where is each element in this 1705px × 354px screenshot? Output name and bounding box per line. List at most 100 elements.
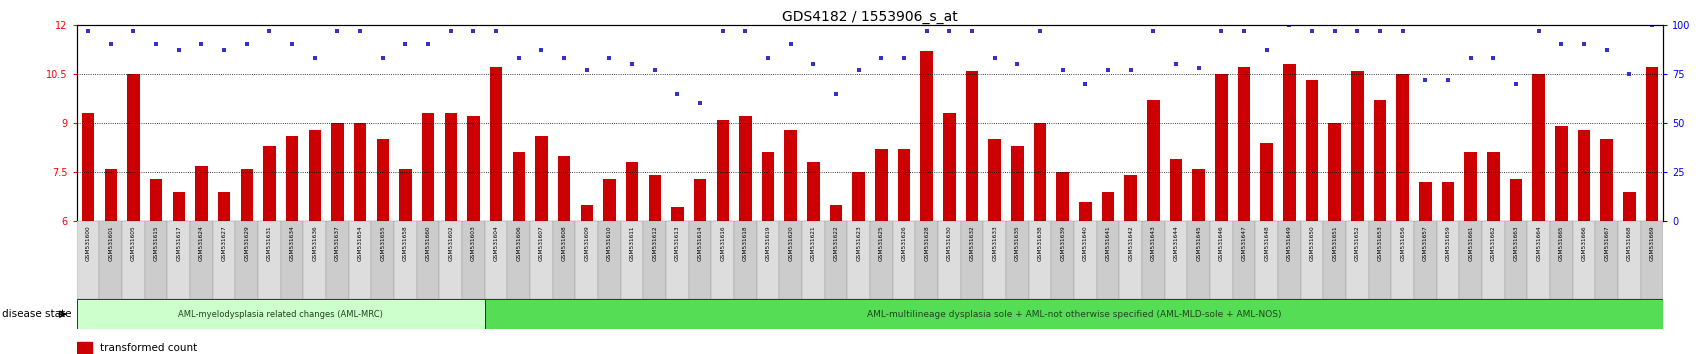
Text: GSM531667: GSM531667 (1603, 225, 1608, 261)
Point (256, 28, 283, 34)
Text: GSM531650: GSM531650 (1309, 225, 1315, 261)
Bar (1074, 221, 1096, 299)
Bar (987, 139, 1001, 221)
Bar (847, 221, 870, 299)
Bar (1282, 64, 1294, 221)
Bar (1509, 179, 1521, 221)
Bar (1616, 221, 1640, 299)
Bar (1124, 175, 1136, 221)
Bar (257, 221, 281, 299)
Point (958, 28, 985, 34)
Point (188, 41, 215, 47)
Text: GSM531630: GSM531630 (946, 225, 951, 261)
Text: GSM531611: GSM531611 (629, 225, 634, 261)
Point (641, 67, 668, 73)
Bar (1413, 221, 1436, 299)
Bar (670, 206, 684, 221)
Text: GSM531629: GSM531629 (244, 225, 249, 261)
Bar (870, 221, 892, 299)
Bar (757, 221, 779, 299)
Point (527, 47, 554, 53)
Bar (875, 149, 887, 221)
Text: GSM531631: GSM531631 (266, 225, 271, 261)
Bar (1531, 74, 1545, 221)
Text: GSM531664: GSM531664 (1534, 225, 1540, 261)
Point (1434, 77, 1461, 82)
Point (754, 55, 781, 61)
Bar (1209, 221, 1233, 299)
Bar (960, 221, 982, 299)
Point (300, 55, 327, 61)
Text: GSM531601: GSM531601 (107, 225, 113, 261)
Point (75, 28, 102, 34)
Bar (965, 71, 977, 221)
Text: GSM531666: GSM531666 (1581, 225, 1586, 261)
Bar (399, 169, 411, 221)
Bar (1436, 221, 1458, 299)
Bar (716, 120, 728, 221)
Bar (512, 153, 525, 221)
Point (617, 61, 644, 67)
Bar (189, 221, 213, 299)
Text: GSM531627: GSM531627 (222, 225, 227, 261)
Point (1502, 81, 1529, 87)
Bar (484, 299, 1662, 329)
Bar (213, 221, 235, 299)
Bar (353, 123, 367, 221)
Text: GSM531605: GSM531605 (131, 225, 136, 261)
Bar (194, 166, 208, 221)
Bar (1350, 71, 1362, 221)
Point (1524, 28, 1552, 34)
Text: GSM531622: GSM531622 (834, 225, 839, 261)
Bar (1238, 67, 1250, 221)
Point (1456, 55, 1483, 61)
Text: GSM531633: GSM531633 (992, 225, 997, 261)
Bar (1006, 221, 1028, 299)
Text: GSM531623: GSM531623 (856, 225, 861, 261)
Bar (1214, 74, 1228, 221)
Bar (598, 221, 621, 299)
Text: GSM531634: GSM531634 (290, 225, 295, 261)
Bar (1441, 182, 1453, 221)
Bar (1572, 221, 1594, 299)
Text: GSM531614: GSM531614 (697, 225, 702, 261)
Text: GSM531645: GSM531645 (1195, 225, 1200, 261)
Bar (1463, 153, 1477, 221)
Text: GSM531646: GSM531646 (1217, 225, 1222, 261)
Point (234, 41, 261, 47)
Bar (286, 136, 298, 221)
Bar (1323, 221, 1345, 299)
Text: AML-multilineage dysplasia sole + AML-not otherwise specified (AML-MLD-sole + AM: AML-multilineage dysplasia sole + AML-no… (866, 310, 1280, 319)
Point (868, 55, 895, 61)
Text: GSM531641: GSM531641 (1105, 225, 1110, 261)
Bar (806, 162, 818, 221)
Bar (784, 130, 796, 221)
Text: GSM531669: GSM531669 (1649, 225, 1654, 261)
Bar (1328, 123, 1340, 221)
Bar (82, 113, 94, 221)
Text: GSM531659: GSM531659 (1444, 225, 1449, 261)
Bar (1482, 221, 1504, 299)
Bar (145, 221, 167, 299)
Point (1161, 61, 1188, 67)
Bar (621, 221, 643, 299)
Bar (643, 221, 665, 299)
Bar (1028, 221, 1050, 299)
Bar (1391, 221, 1413, 299)
Bar (167, 221, 189, 299)
Point (1251, 47, 1279, 53)
Bar (1621, 192, 1635, 221)
Point (1592, 47, 1620, 53)
Title: GDS4182 / 1553906_s_at: GDS4182 / 1553906_s_at (781, 10, 958, 24)
Point (142, 41, 171, 47)
Bar (1192, 169, 1204, 221)
Bar (77, 299, 484, 329)
Bar (1146, 100, 1159, 221)
Bar (1594, 221, 1616, 299)
Text: GSM531660: GSM531660 (425, 225, 430, 261)
Point (776, 41, 803, 47)
Point (483, 28, 510, 34)
Bar (897, 149, 910, 221)
Bar (1299, 221, 1323, 299)
Point (392, 41, 419, 47)
